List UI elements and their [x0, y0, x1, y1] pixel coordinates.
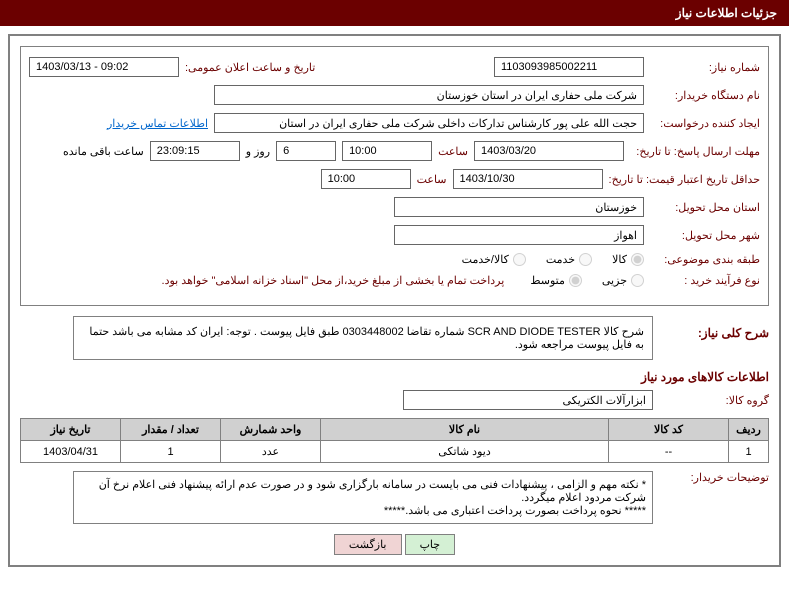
cell-date: 1403/04/31: [21, 441, 121, 463]
group-value: ابزارآلات الکتریکی: [403, 390, 653, 410]
buyer-notes-text: * نکته مهم و الزامی ، پیشنهادات فنی می ب…: [73, 471, 653, 524]
validity-date: 1403/10/30: [453, 169, 603, 189]
th-name: نام کالا: [321, 419, 609, 441]
page-header: جزئیات اطلاعات نیاز: [0, 0, 789, 26]
print-button[interactable]: چاپ: [405, 534, 456, 555]
cell-code: --: [609, 441, 729, 463]
payment-note: پرداخت تمام یا بخشی از مبلغ خرید،از محل …: [162, 274, 505, 287]
province-value: خوزستان: [394, 197, 644, 217]
th-unit: واحد شمارش: [221, 419, 321, 441]
header-title: جزئیات اطلاعات نیاز: [676, 6, 777, 20]
time-label-2: ساعت: [417, 173, 447, 186]
radio-service[interactable]: خدمت: [546, 253, 592, 266]
province-label: استان محل تحویل:: [650, 201, 760, 214]
buyer-org-label: نام دستگاه خریدار:: [650, 89, 760, 102]
buyer-notes-label: توضیحات خریدار:: [659, 471, 769, 484]
days-value: 6: [276, 141, 336, 161]
group-label: گروه کالا:: [659, 394, 769, 407]
category-radios: کالا خدمت کالا/خدمت: [462, 253, 644, 266]
announce-value: 1403/03/13 - 09:02: [29, 57, 179, 77]
deadline-date: 1403/03/20: [474, 141, 624, 161]
deadline-label: مهلت ارسال پاسخ: تا تاریخ:: [630, 145, 760, 158]
goods-section-title: اطلاعات کالاهای مورد نیاز: [20, 370, 769, 384]
days-label: روز و: [246, 145, 270, 158]
cell-name: دیود شاتکی: [321, 441, 609, 463]
deadline-time: 10:00: [342, 141, 432, 161]
main-container: شماره نیاز: 1103093985002211 تاریخ و ساع…: [8, 34, 781, 567]
contact-link[interactable]: اطلاعات تماس خریدار: [107, 117, 208, 130]
table-row: 1 -- دیود شاتکی عدد 1 1403/04/31: [21, 441, 769, 463]
validity-time: 10:00: [321, 169, 411, 189]
goods-table: ردیف کد کالا نام کالا واحد شمارش تعداد /…: [20, 418, 769, 463]
info-section: شماره نیاز: 1103093985002211 تاریخ و ساع…: [20, 46, 769, 306]
cell-qty: 1: [121, 441, 221, 463]
cell-unit: عدد: [221, 441, 321, 463]
th-code: کد کالا: [609, 419, 729, 441]
th-row: ردیف: [729, 419, 769, 441]
process-radios: جزیی متوسط: [530, 274, 644, 287]
validity-label: حداقل تاریخ اعتبار قیمت: تا تاریخ:: [609, 173, 760, 186]
requester-label: ایجاد کننده درخواست:: [650, 117, 760, 130]
radio-partial[interactable]: جزیی: [602, 274, 644, 287]
table-header-row: ردیف کد کالا نام کالا واحد شمارش تعداد /…: [21, 419, 769, 441]
summary-label: شرح کلی نیاز:: [659, 326, 769, 340]
time-label-1: ساعت: [438, 145, 468, 158]
button-row: چاپ بازگشت: [20, 534, 769, 555]
need-number-value: 1103093985002211: [494, 57, 644, 77]
need-number-label: شماره نیاز:: [650, 61, 760, 74]
radio-medium[interactable]: متوسط: [530, 274, 582, 287]
radio-goods[interactable]: کالا: [612, 253, 644, 266]
requester-value: حجت الله علی پور کارشناس تدارکات داخلی ش…: [214, 113, 644, 133]
cell-idx: 1: [729, 441, 769, 463]
announce-label: تاریخ و ساعت اعلان عمومی:: [185, 61, 315, 74]
th-date: تاریخ نیاز: [21, 419, 121, 441]
category-label: طبقه بندی موضوعی:: [650, 253, 760, 266]
city-value: اهواز: [394, 225, 644, 245]
radio-both[interactable]: کالا/خدمت: [462, 253, 526, 266]
summary-text: شرح کالا SCR AND DIODE TESTER شماره تقاض…: [73, 316, 653, 360]
countdown-value: 23:09:15: [150, 141, 240, 161]
city-label: شهر محل تحویل:: [650, 229, 760, 242]
process-label: نوع فرآیند خرید :: [650, 274, 760, 287]
back-button[interactable]: بازگشت: [334, 534, 402, 555]
remaining-label: ساعت باقی مانده: [63, 145, 144, 158]
buyer-org-value: شرکت ملی حفاری ایران در استان خوزستان: [214, 85, 644, 105]
th-qty: تعداد / مقدار: [121, 419, 221, 441]
